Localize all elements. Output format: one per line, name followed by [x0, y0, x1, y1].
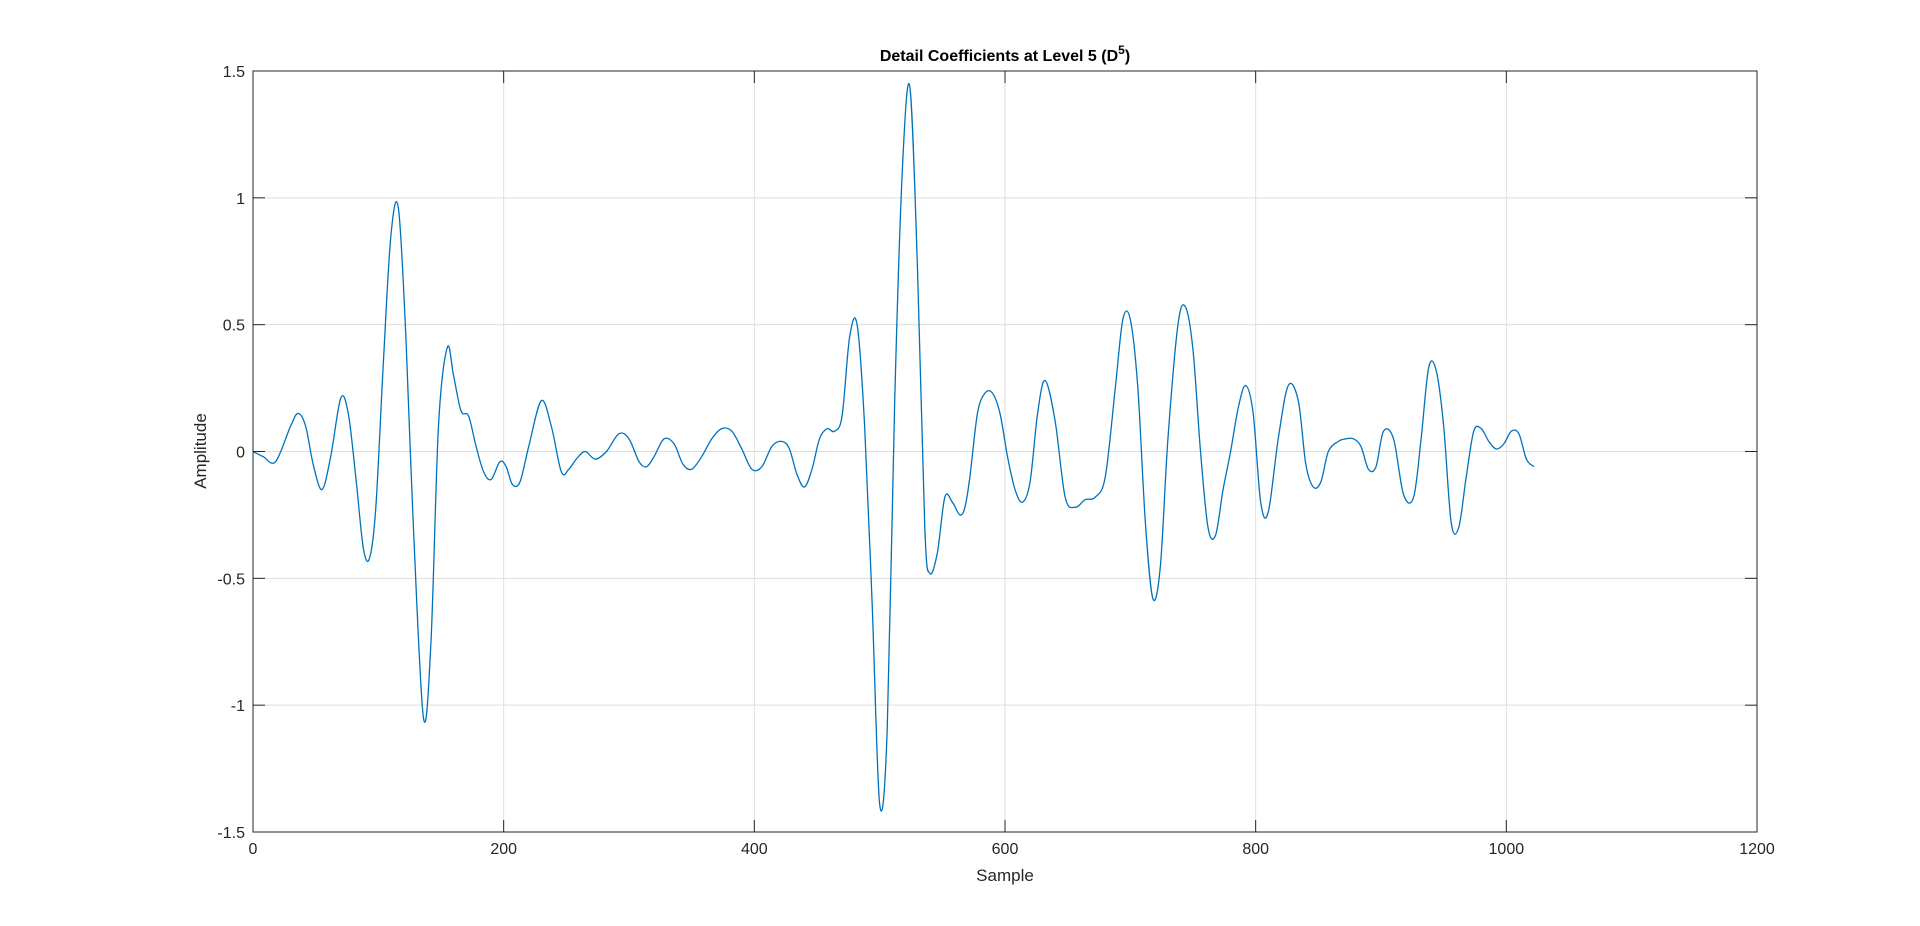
grid [253, 71, 1757, 832]
x-tick-label: 0 [249, 841, 258, 858]
x-tick-labels: 0 200 400 600 800 1000 1200 [249, 841, 1775, 858]
x-tick-label: 800 [1242, 841, 1269, 858]
y-tick-label: -0.5 [217, 571, 245, 588]
chart-title-suffix: ) [1125, 48, 1130, 65]
series-layer [252, 83, 1535, 812]
y-tick-label: 0 [236, 445, 245, 462]
y-tick-label: 1.5 [223, 64, 245, 81]
ticks [252, 70, 1758, 833]
x-tick-label: 200 [490, 841, 517, 858]
chart-title: Detail Coefficients at Level 5 (D5) [880, 43, 1130, 65]
y-axis-label: Amplitude [191, 413, 210, 489]
y-tick-labels: -1.5 -1 -0.5 0 0.5 1 1.5 [217, 64, 245, 842]
x-axis-label: Sample [976, 866, 1034, 885]
chart-title-superscript: 5 [1118, 43, 1125, 57]
y-tick-label: 1 [236, 191, 245, 208]
x-tick-label: 400 [741, 841, 768, 858]
y-tick-label: 0.5 [223, 318, 245, 335]
chart-title-main: Detail Coefficients at Level 5 (D [880, 48, 1118, 65]
x-tick-label: 1200 [1739, 841, 1775, 858]
x-tick-label: 1000 [1489, 841, 1525, 858]
x-tick-label: 600 [992, 841, 1019, 858]
y-tick-label: -1.5 [217, 825, 245, 842]
series-line [252, 83, 1535, 812]
y-tick-label: -1 [231, 698, 245, 715]
